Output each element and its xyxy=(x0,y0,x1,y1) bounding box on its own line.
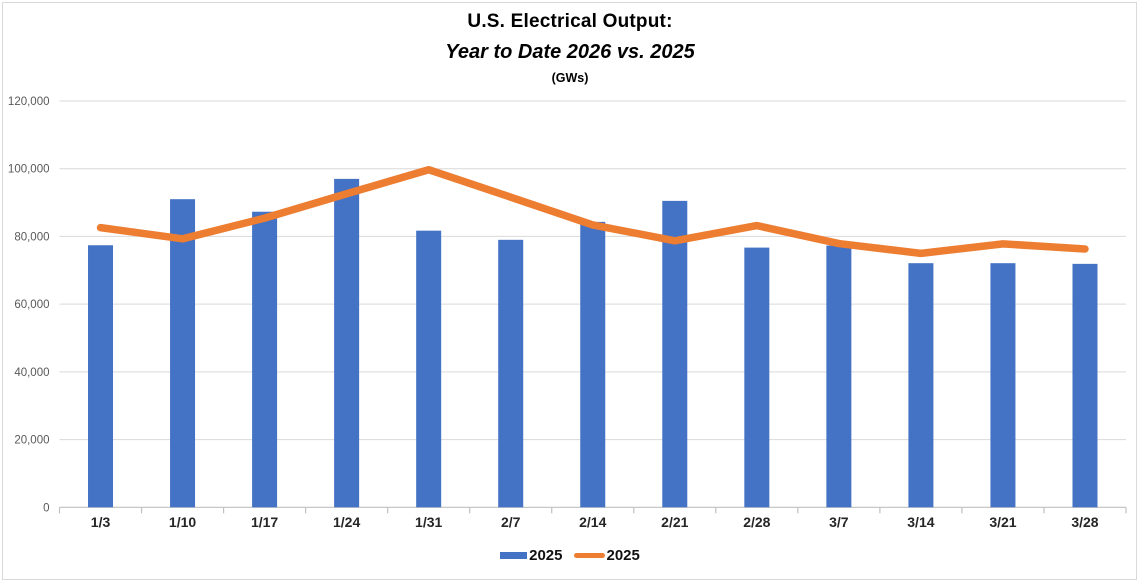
legend-line-label: 2025 xyxy=(606,547,640,564)
y-axis-label: 120,000 xyxy=(8,96,50,108)
legend-line-swatch xyxy=(573,553,605,558)
y-axis-label: 0 xyxy=(43,502,49,514)
x-axis-label: 1/10 xyxy=(169,514,196,530)
bar-1/10 xyxy=(170,199,196,508)
chart-units-label: (GWs) xyxy=(551,71,589,85)
chart-subtitle: Year to Date 2026 vs. 2025 xyxy=(445,41,695,63)
bar-2/7 xyxy=(498,239,524,508)
bar-2/28 xyxy=(744,247,770,508)
legend: 2025 2025 xyxy=(0,547,1140,564)
bar-3/14 xyxy=(908,263,934,508)
y-axis-label: 60,000 xyxy=(14,299,49,311)
x-axis-label: 2/28 xyxy=(743,514,770,530)
bar-3/21 xyxy=(990,263,1016,508)
bar-3/7 xyxy=(826,245,852,508)
chart-title-block: U.S. Electrical Output: Year to Date 202… xyxy=(0,11,1140,85)
y-axis-label: 100,000 xyxy=(8,164,50,176)
bar-1/24 xyxy=(334,178,360,508)
legend-bar-label: 2025 xyxy=(529,547,563,564)
bar-2/14 xyxy=(580,221,606,508)
x-axis-label: 1/31 xyxy=(415,514,442,530)
x-axis-label: 3/28 xyxy=(1071,514,1098,530)
bar-1/17 xyxy=(252,211,278,508)
x-axis-label: 2/7 xyxy=(501,514,521,530)
y-axis-label: 80,000 xyxy=(14,231,49,243)
y-axis-label: 40,000 xyxy=(14,367,49,379)
x-axis-label: 2/14 xyxy=(579,514,606,530)
x-axis-label: 3/7 xyxy=(829,514,849,530)
chart-title: U.S. Electrical Output: xyxy=(467,11,673,32)
bar-3/28 xyxy=(1072,263,1098,508)
x-axis-label: 3/21 xyxy=(989,514,1016,530)
x-axis-label: 3/14 xyxy=(907,514,934,530)
bar-1/3 xyxy=(88,245,114,508)
bar-1/31 xyxy=(416,230,442,508)
y-axis-label: 20,000 xyxy=(14,435,49,447)
x-axis-label: 1/3 xyxy=(91,514,111,530)
line-series xyxy=(96,165,1089,258)
x-axis-label: 1/17 xyxy=(251,514,278,530)
bar-2/21 xyxy=(662,200,688,508)
legend-bar-swatch xyxy=(500,552,528,559)
x-axis-label: 2/21 xyxy=(661,514,688,530)
x-axis-label: 1/24 xyxy=(333,514,360,530)
